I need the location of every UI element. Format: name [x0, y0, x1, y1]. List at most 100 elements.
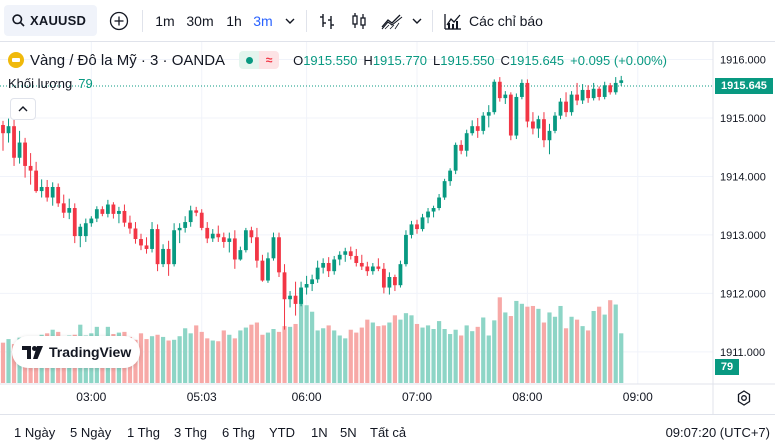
candle-body: [232, 238, 237, 260]
range-1d[interactable]: 1 Ngày: [14, 425, 56, 440]
candle-body: [486, 112, 491, 116]
legend-title[interactable]: Vàng / Đô la Mỹ · 3 · OANDA: [30, 51, 226, 69]
candle-body: [45, 186, 50, 198]
clock[interactable]: 09:07:20 (UTC+7): [665, 425, 770, 440]
volume-label[interactable]: Khối lượng: [8, 76, 73, 91]
open-label: O: [293, 52, 304, 68]
range-1m[interactable]: 1 Thg: [127, 425, 161, 440]
delayed-data-icon: ≈: [259, 51, 280, 69]
candle-body: [542, 119, 546, 141]
collapse-legend-button[interactable]: [10, 98, 36, 120]
candle-body: [243, 230, 248, 251]
candle-body: [183, 222, 188, 228]
time-tick-label: 05:03: [187, 390, 217, 404]
tradingview-logo[interactable]: TradingView: [12, 336, 140, 368]
volume-bar: [221, 330, 226, 383]
candles-style-button[interactable]: [346, 5, 372, 36]
candle-body: [72, 208, 77, 237]
candle-body: [426, 211, 430, 218]
candle-body: [564, 101, 568, 113]
chart-style-dropdown-button[interactable]: [409, 5, 425, 36]
candle-body: [238, 250, 243, 260]
volume-bar: [602, 314, 607, 383]
candle-body: [321, 262, 326, 268]
price-tick-label: 1913.000: [720, 230, 766, 242]
price-tick-label: 1916.000: [720, 55, 766, 67]
volume-bar: [608, 300, 613, 383]
candle-body: [61, 203, 66, 213]
low-value: 1915.550: [440, 52, 495, 68]
interval-30m[interactable]: 30m: [186, 12, 214, 29]
volume-bar: [210, 340, 215, 383]
candle-body: [531, 121, 535, 129]
candle-body: [497, 81, 502, 99]
indicators-icon: [444, 13, 461, 30]
candle-body: [381, 268, 386, 288]
bars-style-button[interactable]: [314, 5, 340, 36]
candle-body: [17, 142, 22, 158]
volume-bar: [304, 305, 309, 383]
settings-gear-icon[interactable]: [736, 390, 752, 406]
volume-bar: [166, 340, 171, 383]
interval-dropdown-button[interactable]: [281, 5, 299, 36]
volume-bar: [519, 303, 524, 383]
symbol-search-button[interactable]: XAUUSD: [4, 5, 97, 36]
volume-bar: [321, 328, 326, 383]
candle-body: [288, 295, 292, 300]
volume-bar: [216, 341, 221, 383]
range-ytd[interactable]: YTD: [269, 425, 295, 440]
volume-bar: [597, 306, 602, 383]
volume-bar: [425, 325, 431, 383]
candle-body: [503, 94, 508, 99]
time-tick-label: 09:00: [623, 390, 653, 404]
close-label: C: [500, 52, 510, 68]
market-status[interactable]: ≈: [239, 51, 280, 69]
volume-bar: [282, 326, 287, 383]
candle-body: [354, 255, 359, 263]
candle-body: [553, 115, 557, 131]
candle-body: [216, 233, 221, 238]
range-5y[interactable]: 5N: [340, 425, 357, 440]
interval-1h[interactable]: 1h: [226, 12, 242, 29]
volume-bar: [138, 333, 144, 383]
range-5d[interactable]: 5 Ngày: [70, 425, 112, 440]
candle-body: [133, 228, 138, 240]
last-price-label: 1915.645: [715, 78, 773, 94]
candle-body: [398, 264, 403, 286]
candle-body: [56, 186, 61, 204]
volume-bar: [144, 339, 149, 383]
volume-legend: Khối lượng 79: [8, 76, 93, 91]
volume-bar: [227, 334, 232, 383]
candle-body: [304, 284, 309, 288]
candle-body: [608, 85, 613, 93]
candle-body: [28, 165, 33, 171]
candle-body: [508, 94, 513, 136]
open-value: 1915.550: [303, 52, 358, 68]
volume-bar: [365, 319, 370, 383]
interval-3m[interactable]: 3m: [253, 12, 273, 29]
add-circle-icon: [109, 11, 129, 30]
range-all[interactable]: Tất cả: [370, 425, 407, 440]
low-label: L: [433, 52, 441, 68]
volume-bar: [188, 333, 193, 383]
range-6m[interactable]: 6 Thg: [222, 425, 256, 440]
candle-body: [453, 144, 458, 171]
price-chart[interactable]: 1916.000 1915.000 1914.000 1913.000 1912.000…: [0, 42, 775, 414]
toolbar-divider: [142, 10, 143, 32]
compare-symbol-button[interactable]: [106, 5, 132, 36]
volume-bar: [459, 335, 464, 383]
price-tick-label: 1914.000: [720, 171, 766, 183]
volume-bar: [287, 326, 293, 383]
candle-body: [271, 237, 276, 259]
candle-body: [420, 217, 425, 230]
area-style-button[interactable]: [377, 5, 407, 36]
candle-body: [155, 229, 160, 265]
candle-body: [6, 126, 11, 134]
range-3m[interactable]: 3 Thg: [174, 425, 208, 440]
interval-1m[interactable]: 1m: [155, 12, 175, 29]
indicators-button[interactable]: Các chỉ báo: [440, 5, 546, 36]
range-1y[interactable]: 1N: [311, 425, 328, 440]
candle-body: [348, 251, 353, 256]
volume-bar: [514, 300, 519, 383]
volume-bar: [183, 328, 188, 383]
